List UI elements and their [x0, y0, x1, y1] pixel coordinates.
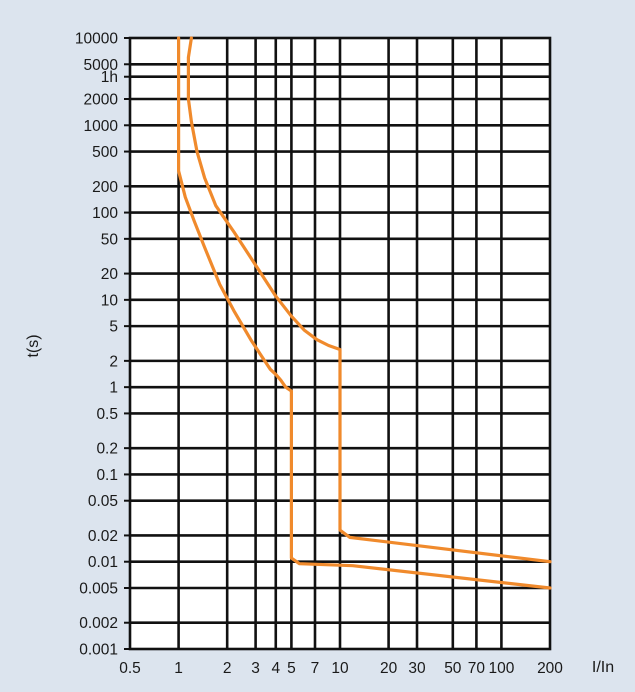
plot-frame [128, 36, 552, 651]
y-tick-label-5: 5 [109, 319, 118, 336]
y-tick-label-500: 500 [92, 144, 118, 161]
x-tick-label-10: 10 [331, 660, 349, 677]
x-tick-label-5: 5 [287, 660, 296, 677]
y-tick-label-0p01: 0.01 [88, 554, 118, 571]
x-tick-label-30: 30 [408, 660, 426, 677]
x-tick-label-100: 100 [488, 660, 514, 677]
trip-curve-1 [177, 36, 552, 590]
y-tick-label-1000: 1000 [84, 118, 119, 135]
series-layer [177, 36, 552, 590]
x-tick-labels: 0.5 1 2 3 4 5 7 10 20 30 50 70 100 200 [119, 660, 563, 677]
y-tick-label-100: 100 [92, 205, 118, 222]
x-tick-label-3: 3 [251, 660, 260, 677]
y-tick-label-200: 200 [92, 179, 118, 196]
y-tick-label-10000: 10000 [75, 31, 118, 48]
y-tick-label-50: 50 [101, 231, 119, 248]
x-tick-label-7: 7 [311, 660, 320, 677]
trip-curve-2 [186, 36, 552, 564]
y-tick-label-2: 2 [109, 353, 118, 370]
y-tick-label-0p1: 0.1 [96, 467, 118, 484]
y-tick-label-20: 20 [101, 266, 119, 283]
x-tick-label-2: 2 [223, 660, 232, 677]
y-tick-label-0p001: 0.001 [79, 642, 118, 659]
x-tick-label-20: 20 [380, 660, 398, 677]
y-tick-label-1: 1 [109, 380, 118, 397]
y-tick-label-2000: 2000 [84, 92, 119, 109]
x-tick-label-1: 1 [174, 660, 183, 677]
y-tick-label-10: 10 [101, 292, 119, 309]
x-tick-label-0p5: 0.5 [119, 660, 141, 677]
x-tick-label-50: 50 [444, 660, 462, 677]
x-tick-label-70: 70 [468, 660, 486, 677]
y-tick-label-0p5: 0.5 [96, 406, 118, 423]
y-tick-label-5000: 5000 [84, 57, 119, 74]
grid-lines [124, 36, 552, 651]
y-tick-label-0p002: 0.002 [79, 615, 118, 632]
y-tick-label-0p005: 0.005 [79, 580, 118, 597]
y-tick-label-0p05: 0.05 [88, 493, 118, 510]
x-tick-label-4: 4 [271, 660, 280, 677]
x-axis-label: I/In [592, 659, 614, 676]
y-axis-label: t(s) [25, 334, 42, 357]
y-tick-label-0p2: 0.2 [96, 441, 118, 458]
y-tick-label-1h: 1h [101, 69, 118, 86]
y-tick-label-0p02: 0.02 [88, 528, 118, 545]
x-tick-label-200: 200 [537, 660, 563, 677]
